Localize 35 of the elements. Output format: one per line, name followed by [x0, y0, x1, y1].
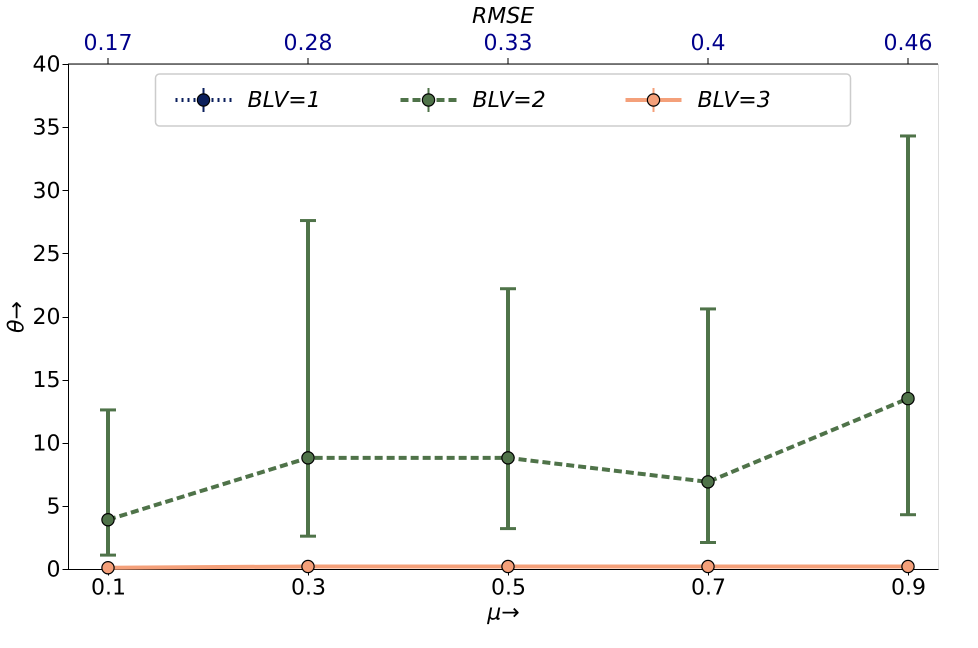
point [701, 560, 715, 574]
y-tick-label: 40 [32, 52, 60, 78]
point [101, 561, 115, 574]
y-tick-label: 25 [32, 242, 60, 267]
point [501, 451, 515, 465]
point [501, 560, 515, 574]
legend-label: BLV=1 [248, 88, 321, 113]
point [901, 392, 915, 406]
point [901, 560, 915, 574]
y-axis-title: θ→ [4, 301, 30, 333]
legend-label: BLV=2 [472, 88, 546, 113]
legend-label: BLV=3 [698, 88, 771, 113]
annotation: 0.33 [484, 31, 532, 56]
y-tick-label: 35 [32, 116, 60, 141]
annotation: 0.28 [284, 31, 332, 56]
annotation: 0.46 [884, 31, 932, 56]
y-tick-label: 10 [32, 431, 60, 456]
x2-axis-title: RMSE [472, 4, 534, 29]
annotation: 0.4 [690, 31, 726, 56]
annotation: 0.17 [84, 31, 132, 56]
point [101, 513, 115, 526]
y-tick-label: 5 [46, 494, 60, 520]
x-tick-label: 0.1 [91, 576, 126, 600]
x-tick-label: 0.5 [491, 576, 526, 600]
x-axis-title: μ→ [486, 600, 520, 626]
y-tick-label: 20 [32, 305, 60, 330]
point [301, 451, 315, 465]
y-tick-label: 0 [46, 558, 60, 582]
y-tick-label: 30 [32, 178, 60, 204]
point [301, 560, 315, 574]
x-tick-label: 0.9 [891, 576, 926, 600]
point [701, 475, 715, 489]
x-tick-label: 0.3 [291, 576, 326, 600]
x-tick-label: 0.7 [691, 576, 726, 600]
y-tick-label: 15 [32, 368, 60, 394]
